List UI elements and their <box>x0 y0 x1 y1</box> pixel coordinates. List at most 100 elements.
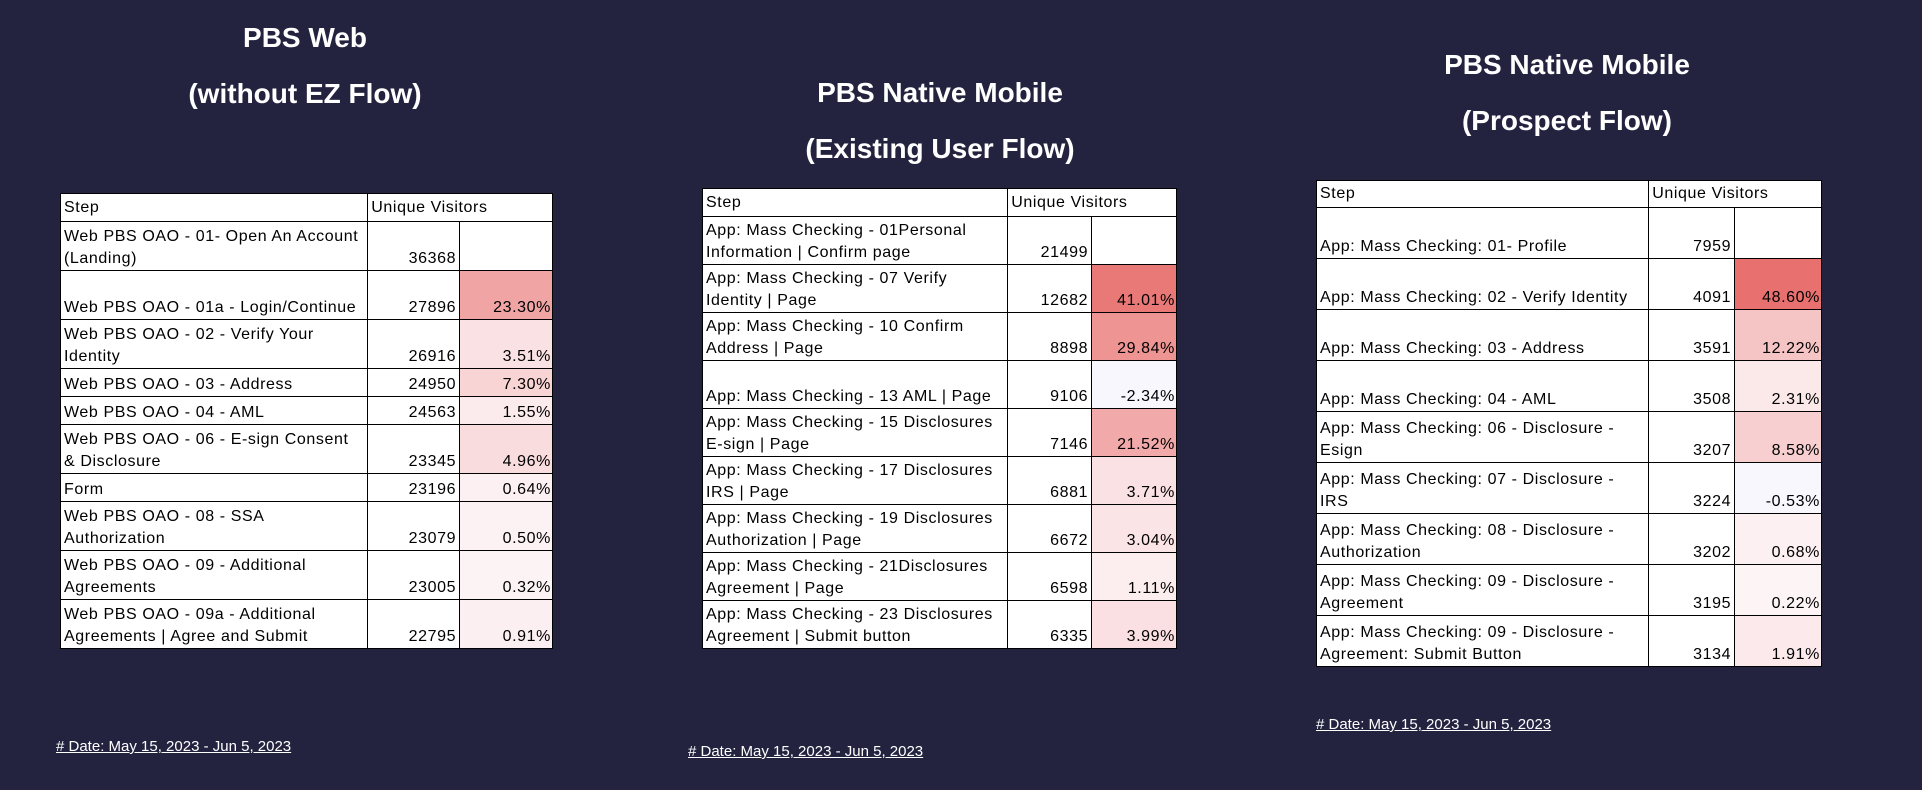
table-row: App: Mass Checking - 07 Verify Identity … <box>701 264 1177 313</box>
drop-off-percent: 4.96% <box>459 424 553 474</box>
unique-visitors-value: 3224 <box>1648 462 1736 514</box>
step-name: App: Mass Checking - 10 Confirm Address … <box>701 312 1009 361</box>
unique-visitors-value: 27896 <box>367 270 461 320</box>
step-name: App: Mass Checking - 17 Disclosures IRS … <box>701 456 1009 505</box>
table-row: Web PBS OAO - 01a - Login/Continue 27896 2… <box>59 270 553 320</box>
step-name: App: Mass Checking - 23 Disclosures Agre… <box>701 600 1009 649</box>
unique-visitors-value: 3591 <box>1648 309 1736 361</box>
title-line-2: (Existing User Flow) <box>805 133 1075 164</box>
title-line-1: PBS Native Mobile <box>1444 49 1690 80</box>
unique-visitors-value: 6598 <box>1007 552 1093 601</box>
funnel-table-prospect: Step Unique Visitors App: Mass Checking: 0… <box>1315 180 1822 667</box>
drop-off-percent <box>459 221 553 271</box>
table-row: Web PBS OAO - 09a - Additional Agreement… <box>59 599 553 649</box>
drop-off-percent: 48.60% <box>1734 258 1822 310</box>
table-row: App: Mass Checking - 23 Disclosures Agre… <box>701 600 1177 649</box>
unique-visitors-value: 3195 <box>1648 564 1736 616</box>
unique-visitors-value: 23196 <box>367 473 461 502</box>
step-name: Web PBS OAO - 09a - Additional Agreement… <box>59 599 369 649</box>
step-name: App: Mass Checking: 04 - AML <box>1315 360 1650 412</box>
drop-off-percent: 8.58% <box>1734 411 1822 463</box>
unique-visitors-value: 3134 <box>1648 615 1736 667</box>
unique-visitors-value: 7959 <box>1648 207 1736 259</box>
drop-off-percent: -2.34% <box>1091 360 1177 409</box>
unique-visitors-value: 8898 <box>1007 312 1093 361</box>
table-row: App: Mass Checking: 01- Profile 7959 <box>1315 207 1822 259</box>
header-unique-visitors: Unique Visitors <box>1648 180 1822 208</box>
drop-off-percent: 2.31% <box>1734 360 1822 412</box>
title-line-1: PBS Native Mobile <box>817 77 1063 108</box>
drop-off-percent: 23.30% <box>459 270 553 320</box>
unique-visitors-value: 36368 <box>367 221 461 271</box>
table-row: App: Mass Checking - 19 Disclosures Auth… <box>701 504 1177 553</box>
date-range: # Date: May 15, 2023 - Jun 5, 2023 <box>688 743 924 760</box>
unique-visitors-value: 6881 <box>1007 456 1093 505</box>
date-range: # Date: May 15, 2023 - Jun 5, 2023 <box>1316 716 1552 733</box>
table-row: App: Mass Checking: 03 - Address 3591 12.2… <box>1315 309 1822 361</box>
step-name: Web PBS OAO - 09 - Additional Agreements <box>59 550 369 600</box>
drop-off-percent: 0.91% <box>459 599 553 649</box>
title-line-2: (without EZ Flow) <box>188 78 422 109</box>
step-name: App: Mass Checking: 07 - Disclosure - IR… <box>1315 462 1650 514</box>
drop-off-percent: 0.50% <box>459 501 553 551</box>
step-name: App: Mass Checking: 02 - Verify Identity <box>1315 258 1650 310</box>
drop-off-percent: 0.22% <box>1734 564 1822 616</box>
step-name: Web PBS OAO - 04 - AML <box>59 396 369 425</box>
unique-visitors-value: 12682 <box>1007 264 1093 313</box>
header-step: Step <box>701 188 1009 217</box>
step-name: Web PBS OAO - 03 - Address <box>59 368 369 397</box>
header-step: Step <box>59 193 369 222</box>
panel-title: PBS Native Mobile (Prospect Flow) <box>1362 37 1772 149</box>
header-unique-visitors: Unique Visitors <box>1007 188 1177 217</box>
table-row: App: Mass Checking: 04 - AML 3508 2.31% <box>1315 360 1822 412</box>
drop-off-percent: 12.22% <box>1734 309 1822 361</box>
unique-visitors-value: 4091 <box>1648 258 1736 310</box>
unique-visitors-value: 3508 <box>1648 360 1736 412</box>
drop-off-percent: 3.71% <box>1091 456 1177 505</box>
header-step: Step <box>1315 180 1650 208</box>
unique-visitors-value: 3207 <box>1648 411 1736 463</box>
unique-visitors-value: 24950 <box>367 368 461 397</box>
drop-off-percent: 3.51% <box>459 319 553 369</box>
funnel-table-web: Step Unique Visitors Web PBS OAO - 01- Ope… <box>59 193 553 649</box>
unique-visitors-value: 6672 <box>1007 504 1093 553</box>
unique-visitors-value: 23345 <box>367 424 461 474</box>
date-range: # Date: May 15, 2023 - Jun 5, 2023 <box>56 738 292 755</box>
unique-visitors-value: 26916 <box>367 319 461 369</box>
step-name: App: Mass Checking - 19 Disclosures Auth… <box>701 504 1009 553</box>
drop-off-percent: -0.53% <box>1734 462 1822 514</box>
table-row: Web PBS OAO - 04 - AML 24563 1.55% <box>59 396 553 425</box>
table-row: App: Mass Checking - 01Personal Informat… <box>701 216 1177 265</box>
drop-off-percent: 1.91% <box>1734 615 1822 667</box>
drop-off-percent: 3.99% <box>1091 600 1177 649</box>
step-name: App: Mass Checking - 01Personal Informat… <box>701 216 1009 265</box>
table-row: App: Mass Checking: 07 - Disclosure - IR… <box>1315 462 1822 514</box>
drop-off-percent <box>1734 207 1822 259</box>
drop-off-percent: 0.68% <box>1734 513 1822 565</box>
step-name: App: Mass Checking - 07 Verify Identity … <box>701 264 1009 313</box>
table-row: App: Mass Checking - 15 Disclosures E-si… <box>701 408 1177 457</box>
table-row: App: Mass Checking: 08 - Disclosure - Au… <box>1315 513 1822 565</box>
table-row: App: Mass Checking - 17 Disclosures IRS … <box>701 456 1177 505</box>
step-name: App: Mass Checking: 03 - Address <box>1315 309 1650 361</box>
step-name: App: Mass Checking - 13 AML | Page <box>701 360 1009 409</box>
table-row: Web PBS OAO - 06 - E-sign Consent & Disc… <box>59 424 553 474</box>
table-row: Web PBS OAO - 08 - SSA Authorization 2307… <box>59 501 553 551</box>
unique-visitors-value: 23079 <box>367 501 461 551</box>
drop-off-percent: 7.30% <box>459 368 553 397</box>
panel-title: PBS Web (without EZ Flow) <box>100 10 510 122</box>
unique-visitors-value: 24563 <box>367 396 461 425</box>
unique-visitors-value: 7146 <box>1007 408 1093 457</box>
header-unique-visitors: Unique Visitors <box>367 193 553 222</box>
table-header: Step Unique Visitors <box>701 188 1177 217</box>
drop-off-percent: 21.52% <box>1091 408 1177 457</box>
table-row: App: Mass Checking: 09 - Disclosure - Ag… <box>1315 615 1822 667</box>
step-name: App: Mass Checking: 08 - Disclosure - Au… <box>1315 513 1650 565</box>
drop-off-percent: 41.01% <box>1091 264 1177 313</box>
drop-off-percent: 1.55% <box>459 396 553 425</box>
unique-visitors-value: 23005 <box>367 550 461 600</box>
title-line-2: (Prospect Flow) <box>1461 105 1672 136</box>
unique-visitors-value: 3202 <box>1648 513 1736 565</box>
panel-title: PBS Native Mobile (Existing User Flow) <box>735 65 1145 177</box>
table-header: Step Unique Visitors <box>1315 180 1822 208</box>
